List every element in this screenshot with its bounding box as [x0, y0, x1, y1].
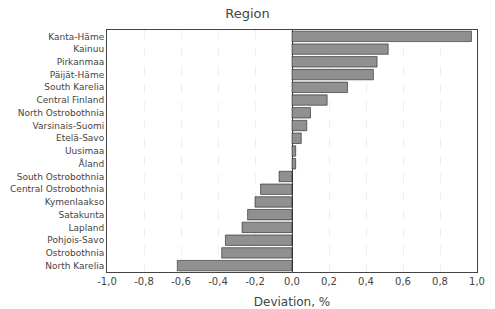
- svg-text:-0,4: -0,4: [208, 276, 228, 287]
- svg-text:Pohjois-Savo: Pohjois-Savo: [47, 235, 104, 245]
- svg-text:0,2: 0,2: [321, 276, 337, 287]
- svg-text:Region: Region: [225, 6, 270, 21]
- svg-text:-0,6: -0,6: [171, 276, 191, 287]
- svg-text:0,4: 0,4: [358, 276, 374, 287]
- svg-text:Kanta-Häme: Kanta-Häme: [48, 32, 104, 42]
- svg-text:South Karelia: South Karelia: [44, 82, 104, 92]
- svg-text:Satakunta: Satakunta: [59, 210, 105, 220]
- svg-text:North Karelia: North Karelia: [45, 261, 104, 271]
- svg-text:North Ostrobothnia: North Ostrobothnia: [18, 108, 105, 118]
- svg-text:0,0: 0,0: [284, 276, 300, 287]
- svg-text:Deviation, %: Deviation, %: [254, 295, 330, 309]
- svg-text:1,0: 1,0: [469, 276, 485, 287]
- svg-text:Kainuu: Kainuu: [73, 44, 104, 54]
- svg-text:Uusimaa: Uusimaa: [65, 146, 104, 156]
- svg-text:South Ostrobothnia: South Ostrobothnia: [17, 172, 105, 182]
- svg-text:Central Finland: Central Finland: [36, 95, 104, 105]
- svg-text:0,6: 0,6: [395, 276, 411, 287]
- svg-text:-0,8: -0,8: [134, 276, 154, 287]
- svg-text:Varsinais-Suomi: Varsinais-Suomi: [32, 121, 104, 131]
- svg-text:-1,0: -1,0: [97, 276, 117, 287]
- svg-text:Pirkanmaa: Pirkanmaa: [57, 57, 105, 67]
- svg-text:Lapland: Lapland: [69, 223, 105, 233]
- svg-text:Central Ostrobothnia: Central Ostrobothnia: [10, 184, 104, 194]
- svg-text:Åland: Åland: [79, 158, 105, 169]
- svg-text:Päijät-Häme: Päijät-Häme: [50, 70, 105, 80]
- svg-text:0,8: 0,8: [432, 276, 448, 287]
- svg-text:-0,2: -0,2: [245, 276, 265, 287]
- svg-text:Ostrobothnia: Ostrobothnia: [46, 248, 104, 258]
- svg-text:Etelä-Savo: Etelä-Savo: [56, 133, 105, 143]
- svg-text:Kymenlaakso: Kymenlaakso: [45, 197, 105, 207]
